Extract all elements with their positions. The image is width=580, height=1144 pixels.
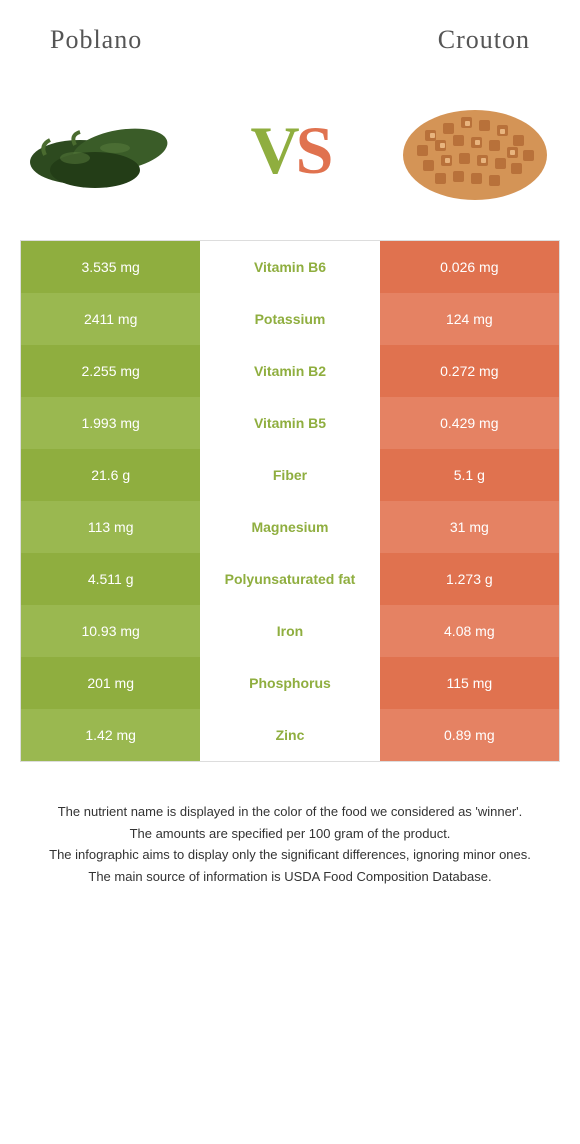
nutrient-name: Potassium — [200, 293, 379, 345]
nutrient-name: Polyunsaturated fat — [200, 553, 379, 605]
nutrient-table: 3.535 mgVitamin B60.026 mg2411 mgPotassi… — [20, 240, 560, 762]
table-row: 2.255 mgVitamin B20.272 mg — [21, 345, 559, 397]
right-value: 1.273 g — [380, 553, 559, 605]
right-food-title: Crouton — [438, 25, 530, 55]
footer-line-4: The main source of information is USDA F… — [20, 867, 560, 887]
table-row: 1.993 mgVitamin B50.429 mg — [21, 397, 559, 449]
left-value: 2411 mg — [21, 293, 200, 345]
header: Poblano Crouton — [0, 0, 580, 70]
right-value: 0.026 mg — [380, 241, 559, 293]
table-row: 201 mgPhosphorus115 mg — [21, 657, 559, 709]
left-value: 113 mg — [21, 501, 200, 553]
table-row: 10.93 mgIron4.08 mg — [21, 605, 559, 657]
nutrient-name: Fiber — [200, 449, 379, 501]
right-value: 5.1 g — [380, 449, 559, 501]
footer-line-2: The amounts are specified per 100 gram o… — [20, 824, 560, 844]
right-value: 31 mg — [380, 501, 559, 553]
nutrient-name: Vitamin B5 — [200, 397, 379, 449]
left-value: 21.6 g — [21, 449, 200, 501]
right-value: 115 mg — [380, 657, 559, 709]
nutrient-name: Vitamin B6 — [200, 241, 379, 293]
right-value: 0.89 mg — [380, 709, 559, 761]
right-value: 0.429 mg — [380, 397, 559, 449]
left-value: 1.993 mg — [21, 397, 200, 449]
poblano-image — [20, 90, 190, 210]
table-row: 21.6 gFiber5.1 g — [21, 449, 559, 501]
vs-v: V — [251, 112, 296, 188]
left-value: 2.255 mg — [21, 345, 200, 397]
footer-line-1: The nutrient name is displayed in the co… — [20, 802, 560, 822]
table-row: 113 mgMagnesium31 mg — [21, 501, 559, 553]
nutrient-name: Iron — [200, 605, 379, 657]
left-value: 3.535 mg — [21, 241, 200, 293]
nutrient-name: Zinc — [200, 709, 379, 761]
left-value: 201 mg — [21, 657, 200, 709]
right-value: 4.08 mg — [380, 605, 559, 657]
nutrient-name: Magnesium — [200, 501, 379, 553]
crouton-image — [390, 90, 560, 210]
vs-s: S — [296, 112, 330, 188]
nutrient-name: Vitamin B2 — [200, 345, 379, 397]
nutrient-name: Phosphorus — [200, 657, 379, 709]
table-row: 1.42 mgZinc0.89 mg — [21, 709, 559, 761]
vs-label: VS — [251, 111, 330, 190]
left-value: 1.42 mg — [21, 709, 200, 761]
left-food-title: Poblano — [50, 25, 142, 55]
table-row: 4.511 gPolyunsaturated fat1.273 g — [21, 553, 559, 605]
table-row: 3.535 mgVitamin B60.026 mg — [21, 241, 559, 293]
right-value: 0.272 mg — [380, 345, 559, 397]
table-row: 2411 mgPotassium124 mg — [21, 293, 559, 345]
footer-notes: The nutrient name is displayed in the co… — [0, 762, 580, 886]
right-value: 124 mg — [380, 293, 559, 345]
vs-row: VS — [0, 70, 580, 240]
footer-line-3: The infographic aims to display only the… — [20, 845, 560, 865]
left-value: 10.93 mg — [21, 605, 200, 657]
left-value: 4.511 g — [21, 553, 200, 605]
